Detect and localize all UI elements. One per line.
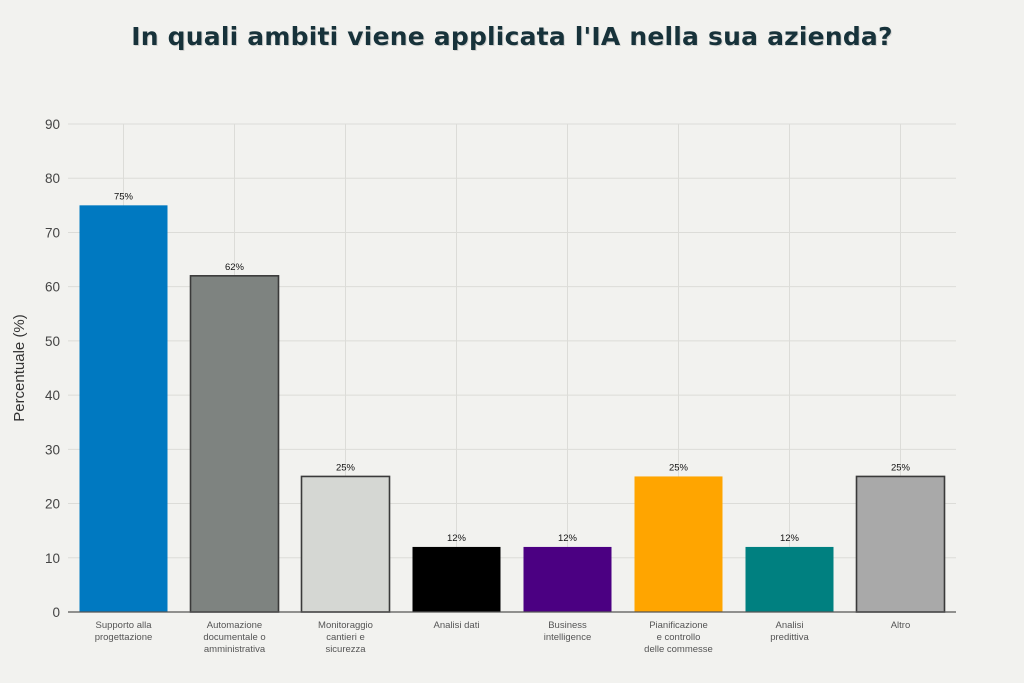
data-label: 25% <box>336 462 356 473</box>
y-tick-label: 80 <box>45 171 60 186</box>
y-tick-label: 30 <box>45 442 60 457</box>
data-label: 25% <box>891 462 911 473</box>
data-label: 25% <box>669 462 689 473</box>
y-tick-label: 0 <box>52 605 60 620</box>
axes: 0 10 20 30 40 50 60 70 80 90 Supporto alla progetta… <box>45 117 956 655</box>
y-tick-label: 60 <box>45 280 60 295</box>
bars: 75% 62% 25% 12% 12% 25% 12% 25% <box>79 191 946 613</box>
y-axis-label: Percentuale (%) <box>11 314 28 422</box>
x-tick-label: Business intelligence <box>544 620 592 643</box>
bar <box>634 476 723 612</box>
x-tick-label: Altro <box>891 620 911 631</box>
x-tick-label: Analisi dati <box>434 620 480 631</box>
y-tick-label: 40 <box>45 388 60 403</box>
x-tick-label: Automazione documentale o amministrativa <box>203 620 265 655</box>
x-tick-label: Analisi predittiva <box>770 620 809 643</box>
y-tick-label: 20 <box>45 497 60 512</box>
data-label: 75% <box>114 191 134 202</box>
x-tick-label: Monitoraggio cantieri e sicurezza <box>318 620 373 655</box>
data-label: 12% <box>780 533 800 544</box>
bar <box>300 475 391 613</box>
y-tick-label: 70 <box>45 225 60 240</box>
y-tick-label: 50 <box>45 334 60 349</box>
bar <box>855 475 946 613</box>
data-label: 12% <box>558 533 578 544</box>
x-tick-label: Supporto alla progettazione <box>95 620 153 643</box>
x-tick-label: Pianificazione e controllo delle commesse <box>644 620 713 655</box>
data-label: 62% <box>225 262 245 273</box>
bar <box>79 205 168 613</box>
chart-title: In quali ambiti viene applicata l'IA nel… <box>131 22 893 51</box>
bar <box>745 546 834 612</box>
bar <box>412 546 501 612</box>
bar <box>523 546 612 612</box>
bar <box>189 275 280 613</box>
y-tick-label: 10 <box>45 551 60 566</box>
y-tick-label: 90 <box>45 117 60 132</box>
data-label: 12% <box>447 533 467 544</box>
